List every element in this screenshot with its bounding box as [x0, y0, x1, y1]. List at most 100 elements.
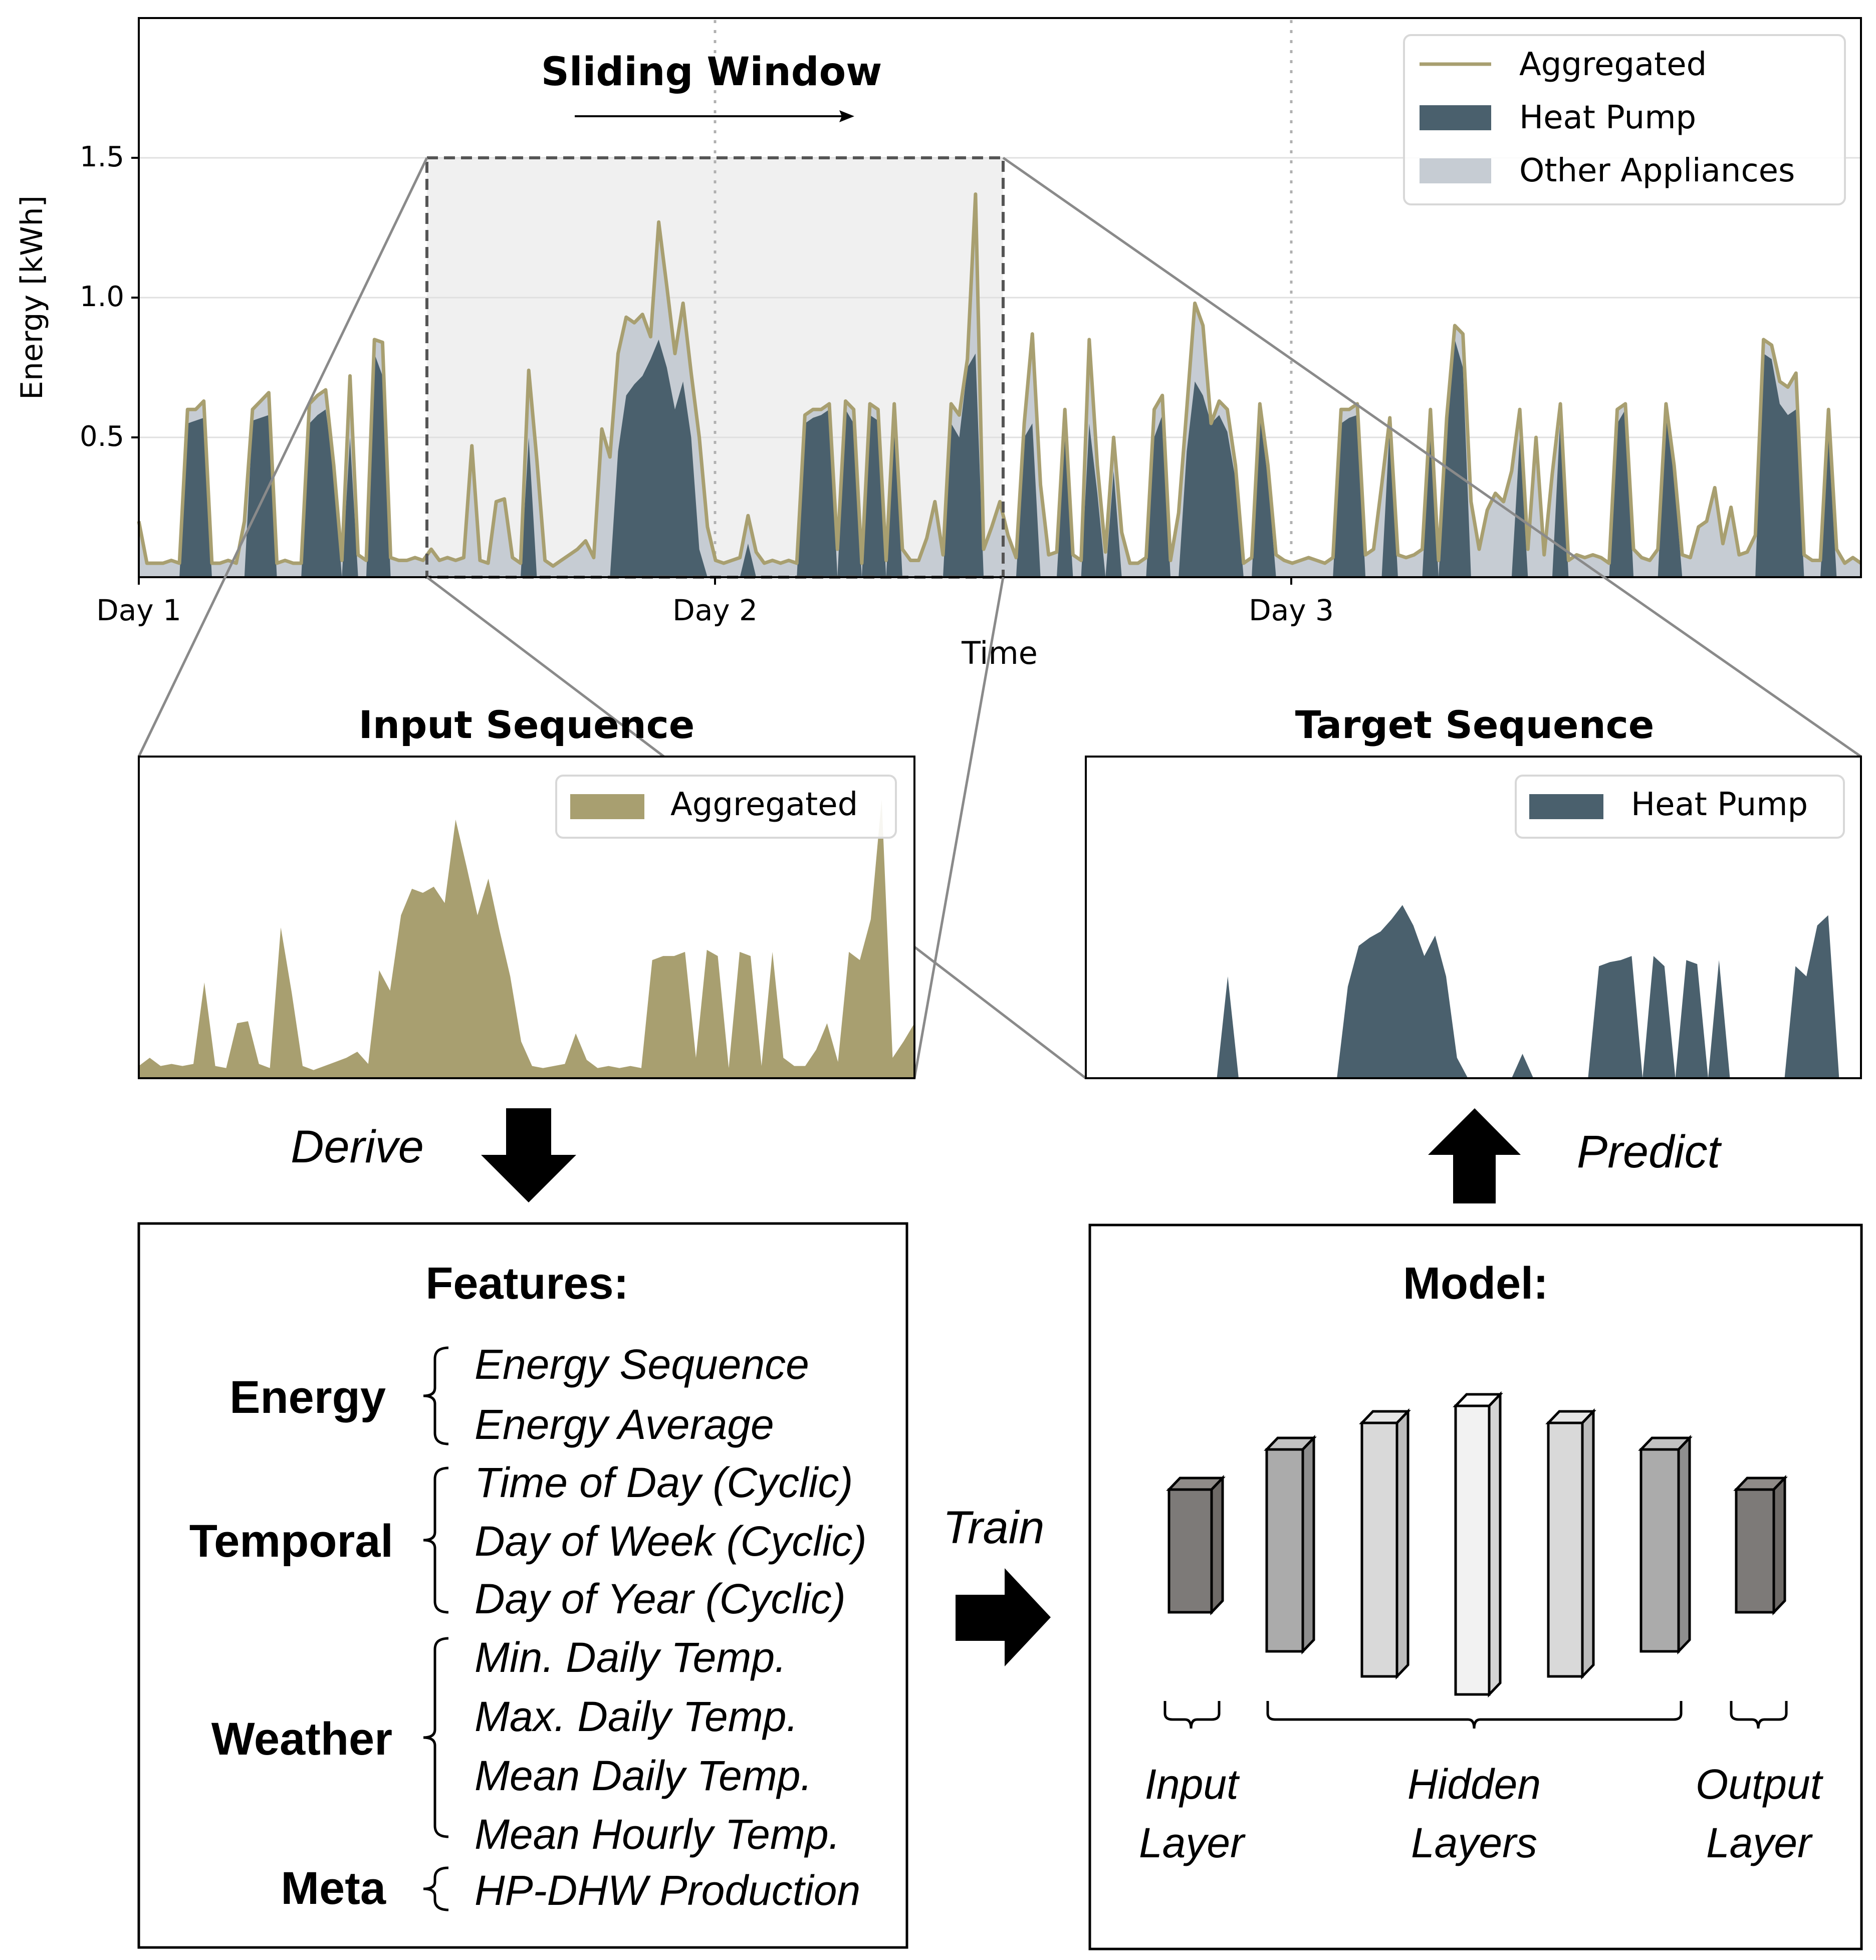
sliding-window-arrow-head [839, 110, 854, 122]
feature-day-of-year: Day of Year (Cyclic) [475, 1575, 846, 1622]
brace-output-layer [1730, 1701, 1788, 1729]
hidden-layers-label-2: Layers [1411, 1819, 1537, 1866]
top-chart: 1.5 1.0 0.5 Energy [kWh] Day 1 Day 2 Day… [15, 17, 1862, 671]
input-panel-frame [138, 756, 915, 1079]
train-arrow-group: Train [943, 1502, 1051, 1666]
layer-hidden-5-side [1677, 1434, 1691, 1655]
predict-label: Predict [1577, 1126, 1722, 1177]
up-arrow-icon [1428, 1108, 1521, 1203]
brace-meta [423, 1866, 449, 1911]
zoom-connectors [137, 156, 1862, 1079]
derive-label: Derive [291, 1121, 424, 1172]
feature-energy-sequence: Energy Sequence [475, 1341, 809, 1388]
group-meta: Meta [281, 1863, 386, 1914]
brace-weather [423, 1637, 449, 1838]
brace-temporal [423, 1466, 449, 1614]
layer-hidden-3 [1453, 1391, 1503, 1698]
layer-hidden-4-side [1581, 1408, 1595, 1680]
connector-input-left [137, 157, 428, 758]
layer-hidden-2 [1359, 1408, 1411, 1680]
layer-hidden-5 [1638, 1434, 1693, 1655]
layer-output-front [1735, 1488, 1775, 1614]
legend-swatch-other-appliances [1420, 158, 1491, 183]
brace-energy [423, 1346, 449, 1445]
series-heat-pump-area [139, 339, 1861, 577]
input-series-group [139, 799, 914, 1078]
target-legend-swatch [1529, 794, 1603, 819]
input-aggregated-area [139, 799, 914, 1078]
connector-target-right [1002, 156, 1862, 758]
target-legend-label: Heat Pump [1631, 786, 1808, 823]
feature-max-daily-temp: Max. Daily Temp. [475, 1693, 798, 1740]
layer-hidden-1-front [1265, 1448, 1304, 1653]
feature-day-of-week: Day of Week (Cyclic) [475, 1518, 867, 1565]
input-layer-label-2: Layer [1139, 1819, 1246, 1866]
features-frame [137, 1222, 908, 1949]
hidden-layers-label-1: Hidden [1408, 1761, 1541, 1808]
output-layer-label-1: Output [1696, 1761, 1824, 1808]
layer-hidden-1-side [1301, 1434, 1315, 1655]
brace-input-layer [1163, 1701, 1221, 1729]
model-title: Model: [1403, 1259, 1548, 1309]
layer-output [1733, 1475, 1788, 1616]
connector-input-bottom [426, 576, 665, 758]
xtick-label-day2: Day 2 [672, 593, 758, 627]
target-series-group [1086, 905, 1861, 1078]
layer-input-front [1167, 1488, 1213, 1614]
group-energy: Energy [229, 1372, 386, 1423]
output-layer-label-2: Layer [1706, 1819, 1813, 1866]
target-legend-box [1515, 775, 1845, 839]
down-arrow-icon [481, 1108, 576, 1202]
input-sequence-panel: Input Sequence Aggregated [138, 702, 915, 1079]
layer-input [1166, 1475, 1226, 1616]
ytick-label-0.5: 0.5 [80, 420, 124, 453]
input-legend-label: Aggregated [670, 786, 858, 823]
feature-time-of-day: Time of Day (Cyclic) [475, 1459, 853, 1506]
feature-energy-average: Energy Average [475, 1401, 774, 1448]
predict-arrow-group: Predict [1428, 1108, 1722, 1203]
sliding-window-title: Sliding Window [541, 50, 882, 95]
derive-arrow-group: Derive [291, 1108, 576, 1202]
legend-label-heat-pump: Heat Pump [1519, 99, 1696, 136]
layer-hidden-1 [1264, 1434, 1317, 1655]
group-temporal: Temporal [189, 1516, 393, 1567]
y-axis-label: Energy [kWh] [15, 195, 50, 400]
group-weather: Weather [211, 1713, 392, 1765]
xtick-label-day1: Day 1 [96, 593, 181, 627]
input-legend-box [555, 775, 897, 839]
legend-label-aggregated: Aggregated [1519, 46, 1707, 83]
layer-hidden-4-front [1547, 1421, 1584, 1678]
feature-min-daily-temp: Min. Daily Temp. [475, 1634, 786, 1681]
legend-label-other-appliances: Other Appliances [1519, 152, 1795, 189]
feature-mean-daily-temp: Mean Daily Temp. [475, 1752, 812, 1799]
right-arrow-icon [956, 1568, 1051, 1666]
target-panel-frame [1085, 756, 1862, 1079]
ytick-label-1.0: 1.0 [80, 281, 124, 313]
top-legend-box [1403, 34, 1846, 205]
input-legend-swatch [570, 794, 644, 819]
target-heat-pump-area [1086, 905, 1861, 1078]
layer-hidden-3-front [1454, 1404, 1491, 1696]
layer-hidden-5-front [1639, 1448, 1680, 1653]
layer-input-side [1210, 1475, 1224, 1616]
brace-hidden-layers [1266, 1701, 1683, 1729]
x-axis-label: Time [961, 635, 1038, 671]
features-box: Features: Energy Temporal Weather Meta E… [137, 1222, 908, 1949]
layer-output-side [1772, 1475, 1786, 1616]
xtick-label-day3: Day 3 [1249, 593, 1334, 627]
input-sequence-title: Input Sequence [359, 702, 695, 747]
top-legend: Aggregated Heat Pump Other Appliances [1403, 34, 1846, 205]
ytick-label-1.5: 1.5 [80, 141, 124, 173]
legend-swatch-heat-pump [1420, 105, 1491, 130]
feature-mean-hourly-temp: Mean Hourly Temp. [475, 1811, 840, 1858]
input-layer-label-1: Input [1145, 1761, 1240, 1808]
layer-hidden-2-side [1395, 1408, 1410, 1680]
connector-target-left [913, 946, 1087, 1079]
target-sequence-panel: Target Sequence Heat Pump [1085, 702, 1862, 1079]
feature-hp-dhw-production: HP-DHW Production [475, 1867, 860, 1914]
train-label: Train [943, 1502, 1045, 1553]
features-title: Features: [425, 1259, 628, 1309]
layer-hidden-4 [1545, 1408, 1596, 1680]
layer-hidden-3-side [1488, 1391, 1502, 1698]
